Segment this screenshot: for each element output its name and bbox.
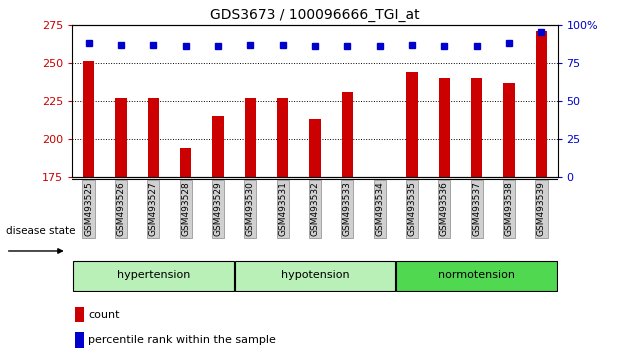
Text: GSM493530: GSM493530 [246, 181, 255, 236]
Bar [147, 98, 159, 177]
Bar [76, 332, 84, 348]
Bar [244, 98, 256, 177]
Bar [309, 119, 321, 177]
Text: GSM493534: GSM493534 [375, 181, 384, 236]
Text: disease state: disease state [6, 227, 76, 236]
Text: GSM493528: GSM493528 [181, 181, 190, 236]
Bar [180, 148, 192, 177]
Text: GSM493539: GSM493539 [537, 181, 546, 236]
Text: GSM493533: GSM493533 [343, 181, 352, 236]
Text: GSM493537: GSM493537 [472, 181, 481, 236]
Bar [115, 98, 127, 177]
Bar [341, 92, 353, 177]
FancyBboxPatch shape [73, 262, 234, 291]
Text: GSM493536: GSM493536 [440, 181, 449, 236]
Text: hypotension: hypotension [281, 270, 349, 280]
Text: GSM493526: GSM493526 [117, 181, 125, 236]
Bar [83, 61, 94, 177]
FancyBboxPatch shape [235, 262, 395, 291]
Text: GSM493527: GSM493527 [149, 181, 158, 236]
Text: GSM493532: GSM493532 [311, 181, 319, 236]
Bar [406, 72, 418, 177]
Bar [76, 307, 84, 322]
FancyBboxPatch shape [396, 262, 557, 291]
Text: GSM493531: GSM493531 [278, 181, 287, 236]
Text: count: count [88, 309, 120, 320]
Title: GDS3673 / 100096666_TGI_at: GDS3673 / 100096666_TGI_at [210, 8, 420, 22]
Text: hypertension: hypertension [117, 270, 190, 280]
Text: percentile rank within the sample: percentile rank within the sample [88, 335, 277, 345]
Text: GSM493538: GSM493538 [505, 181, 513, 236]
Bar [438, 78, 450, 177]
Text: GSM493525: GSM493525 [84, 181, 93, 236]
Bar [277, 98, 289, 177]
Bar [503, 82, 515, 177]
Text: normotension: normotension [438, 270, 515, 280]
Bar [471, 78, 483, 177]
Bar [212, 116, 224, 177]
Bar [536, 31, 547, 177]
Text: GSM493535: GSM493535 [408, 181, 416, 236]
Text: GSM493529: GSM493529 [214, 181, 222, 236]
